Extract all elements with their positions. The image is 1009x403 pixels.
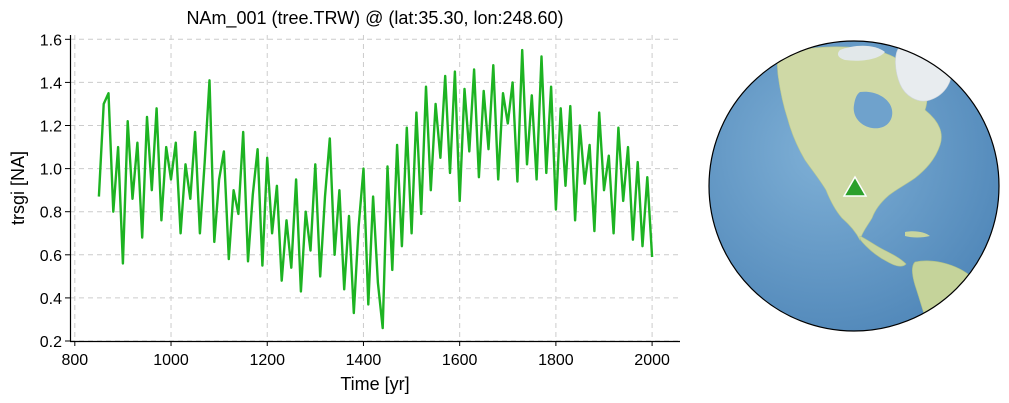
x-tick-label: 1400 <box>346 352 382 369</box>
y-ticks: 0.2 0.4 0.6 0.8 1.0 1.2 1.4 1.6 <box>40 32 70 351</box>
x-tick-label: 800 <box>61 352 88 369</box>
y-tick-label: 1.2 <box>40 119 62 136</box>
hudson-bay <box>853 91 893 129</box>
central-america-landmass <box>859 235 907 267</box>
caribbean-islands <box>905 231 930 238</box>
x-axis-label: Time [yr] <box>340 374 409 394</box>
y-tick-label: 1.0 <box>40 162 62 179</box>
arctic-islands <box>837 45 885 61</box>
location-globe-map <box>708 40 1000 332</box>
baja-california <box>834 198 850 222</box>
globe-outline <box>708 40 1000 332</box>
x-tick-label: 1600 <box>442 352 478 369</box>
grid-lines <box>70 35 680 342</box>
x-tick-label: 1200 <box>249 352 285 369</box>
x-tick-label: 1800 <box>538 352 574 369</box>
y-tick-label: 1.6 <box>40 32 62 49</box>
y-axis-label: trsgi [NA] <box>8 151 28 225</box>
y-tick-label: 0.6 <box>40 248 62 265</box>
y-tick-label: 1.4 <box>40 75 62 92</box>
south-america-landmass <box>912 260 993 331</box>
y-tick-label: 0.2 <box>40 334 62 351</box>
chart-title: NAm_001 (tree.TRW) @ (lat:35.30, lon:248… <box>186 8 563 29</box>
x-ticks: 800 1000 1200 1400 1600 1800 2000 <box>61 341 670 369</box>
x-tick-label: 2000 <box>634 352 670 369</box>
y-tick-label: 0.8 <box>40 205 62 222</box>
line-layer <box>97 48 654 330</box>
y-tick-label: 0.4 <box>40 291 62 308</box>
time-series-chart: NAm_001 (tree.TRW) @ (lat:35.30, lon:248… <box>8 8 680 394</box>
series-line <box>97 48 654 330</box>
site-location-marker <box>842 175 868 197</box>
x-tick-label: 1000 <box>153 352 189 369</box>
